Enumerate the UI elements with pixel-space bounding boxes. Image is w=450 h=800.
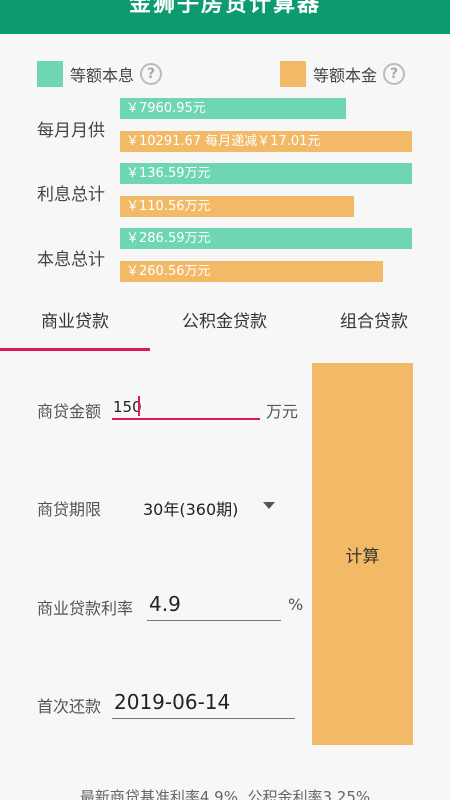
tab-commercial-loan[interactable]: 商业贷款	[41, 312, 109, 332]
first-payment-date-input[interactable]: 2019-06-14	[114, 690, 231, 714]
loan-amount-underline	[112, 418, 260, 420]
legend-equal-principal: 等额本金 ?	[280, 61, 406, 87]
interest-rate-label: 商业贷款利率	[37, 599, 134, 618]
calculate-button[interactable]: 计算	[312, 363, 413, 745]
legend-label: 等额本金	[313, 66, 378, 85]
total-equal-principal-bar: ￥260.56万元	[120, 261, 383, 282]
chevron-down-icon[interactable]	[263, 502, 275, 509]
monthly-equal-principal-bar: ￥10291.67 每月递减￥17.01元	[120, 131, 412, 152]
interest-total-equal-interest-bar: ￥136.59万元	[120, 163, 412, 184]
tab-combined-loan[interactable]: 组合贷款	[340, 312, 408, 332]
interest-rate-underline	[147, 620, 281, 621]
rate-info-footer: 最新商贷基准利率4.9%, 公积金利率3.25%	[79, 788, 371, 800]
help-icon[interactable]: ?	[140, 63, 163, 85]
loan-amount-label: 商贷金额	[37, 402, 102, 421]
interest-rate-unit: %	[288, 595, 304, 614]
legend-swatch-orange	[280, 61, 306, 87]
interest-total-label: 利息总计	[37, 185, 105, 205]
tab-provident-fund-loan[interactable]: 公积金贷款	[182, 312, 267, 332]
tab-indicator	[0, 348, 150, 351]
interest-rate-input[interactable]: 4.9	[149, 592, 181, 616]
help-icon[interactable]: ?	[383, 63, 406, 85]
monthly-equal-interest-bar: ￥7960.95元	[120, 98, 346, 119]
first-payment-label: 首次还款	[37, 697, 102, 716]
legend-label: 等额本息	[70, 66, 135, 85]
legend-swatch-green	[37, 61, 63, 87]
text-cursor	[138, 396, 140, 416]
principal-interest-total-label: 本息总计	[37, 250, 105, 270]
interest-total-equal-principal-bar: ￥110.56万元	[120, 196, 354, 217]
app-title: 金狮子房贷计算器	[128, 0, 321, 17]
legend-equal-interest: 等额本息 ?	[37, 61, 163, 87]
loan-amount-unit: 万元	[266, 402, 299, 421]
first-payment-underline	[112, 718, 295, 719]
title-bar: 金狮子房贷计算器	[0, 0, 450, 34]
loan-term-label: 商贷期限	[37, 500, 102, 519]
monthly-payment-label: 每月月供	[37, 121, 105, 141]
total-equal-interest-bar: ￥286.59万元	[120, 228, 412, 249]
loan-amount-input[interactable]: 150	[113, 398, 142, 416]
loan-term-select[interactable]: 30年(360期)	[143, 500, 239, 519]
